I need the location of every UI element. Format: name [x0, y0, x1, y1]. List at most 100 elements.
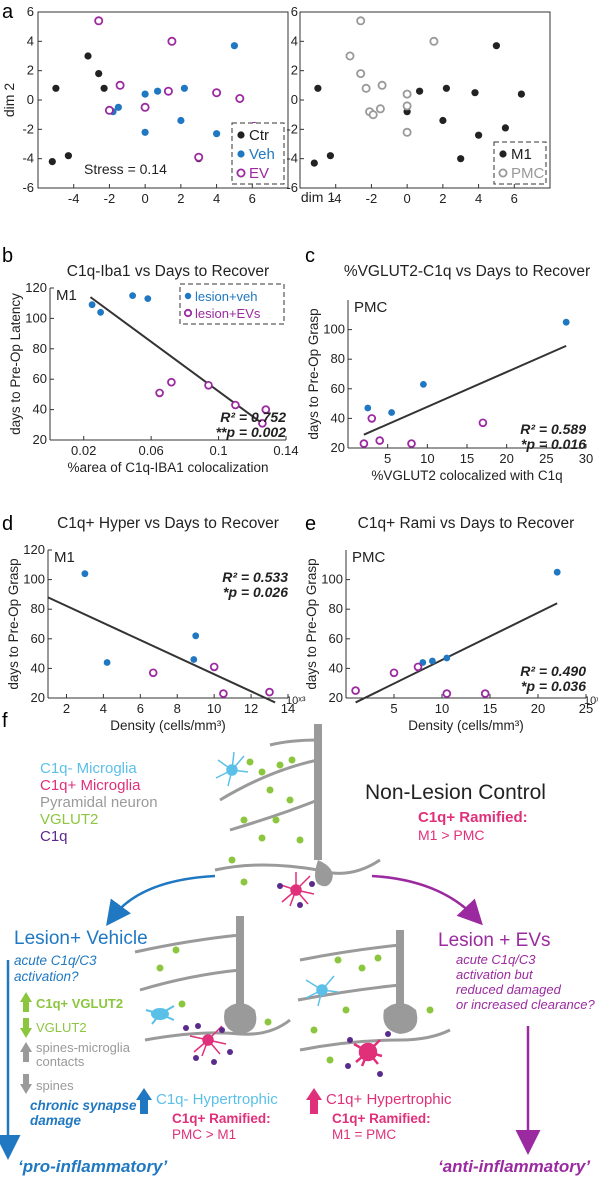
- legend-label: lesion+EVs: [195, 306, 261, 321]
- stat-text: R² = 0.589: [520, 421, 586, 437]
- ev-question-4: or increased clearance?: [456, 997, 596, 1012]
- x-axis-label: %VGLUT2 colocalized with C1q: [371, 468, 562, 483]
- y-axis-label: days to Pre-Op Grasp: [304, 558, 319, 689]
- y-tick-label: 40: [31, 660, 45, 675]
- legend-label: PMC: [511, 165, 545, 182]
- data-point-pmc: [429, 36, 439, 46]
- data-point-ev: [140, 102, 150, 112]
- y-tick-label: 0: [291, 92, 298, 107]
- vehicle-title: Lesion+ Vehicle: [14, 928, 148, 949]
- panel-letter-e: e: [305, 513, 316, 535]
- ev-title: Lesion + EVs: [438, 930, 551, 951]
- data-point-lesion-veh: [192, 632, 200, 640]
- y-tick-label: 6: [27, 4, 34, 19]
- region-label: M1: [56, 287, 77, 304]
- x-axis-label: Density (cells/mm³): [408, 718, 524, 733]
- stat-text: R² = 0.490: [520, 663, 586, 679]
- y-tick-label: 60: [31, 631, 45, 646]
- panel-letter-b: b: [2, 245, 13, 267]
- y-tick-label: 20: [33, 432, 47, 447]
- ev-question-1: acute C1q/C3: [456, 952, 536, 967]
- ev-outcome: ‘anti-inflammatory’: [438, 1157, 590, 1176]
- y-tick-label: 2: [27, 63, 34, 78]
- legend-box: [179, 283, 285, 325]
- up-arrow-green-icon: [20, 992, 32, 1012]
- data-point-ev: [235, 94, 245, 104]
- legend-c1q: C1q: [40, 828, 68, 845]
- legend-marker: [499, 150, 507, 158]
- data-point-lesion-veh: [562, 318, 570, 326]
- data-point-veh: [213, 130, 221, 138]
- x-tick-label: 6: [249, 191, 256, 206]
- y-tick-label: 2: [291, 63, 298, 78]
- panel-letter-a: a: [2, 1, 14, 23]
- stat-text: R² = 0.533: [222, 569, 288, 585]
- y-tick-label: 100: [25, 310, 47, 325]
- y-tick-label: 20: [31, 690, 45, 705]
- data-point-ctr: [48, 158, 56, 166]
- panel-letter-f: f: [2, 710, 8, 732]
- data-point-lesion-evs: [478, 418, 488, 428]
- data-point-lesion-veh: [190, 656, 198, 663]
- data-point-lesion-veh: [81, 570, 89, 578]
- data-point-ev: [212, 88, 222, 98]
- legend-marker: [184, 292, 192, 300]
- y-tick-label: 80: [33, 341, 47, 356]
- y-tick-label: -4: [286, 151, 298, 166]
- data-point-lesion-evs: [219, 689, 228, 698]
- y-tick-label: 100: [323, 322, 345, 337]
- x-tick-label: 2: [63, 701, 70, 716]
- vehicle-down-vglut2: VGLUT2: [36, 1020, 87, 1035]
- y-axis-label: days to Pre-Op Latency: [8, 293, 23, 435]
- stat-text: *p = 0.036: [521, 678, 586, 694]
- x-tick-label: -4: [68, 191, 80, 206]
- data-point-pmc: [345, 51, 355, 61]
- data-point-lesion-evs: [442, 689, 452, 698]
- data-point-lesion-evs: [389, 668, 399, 678]
- data-point-m1: [310, 159, 318, 167]
- data-point-m1: [517, 90, 526, 98]
- x-axis-label: Density (cells/mm³): [110, 718, 226, 733]
- data-point-ev: [163, 86, 173, 96]
- chart-b: C1q-Iba1 vs Days to Recover 0.02 0.06 0.1 0.…: [8, 263, 299, 475]
- y-tick-label: 100: [321, 572, 343, 587]
- data-point-lesion-evs: [265, 687, 274, 697]
- x-tick-label: 6: [137, 701, 144, 716]
- vehicle-outcome: ‘pro-inflammatory’: [18, 1157, 168, 1176]
- data-point-m1: [442, 84, 450, 92]
- legend-label: M1: [511, 146, 532, 163]
- data-point-ev: [94, 16, 104, 26]
- data-point-lesion-veh: [429, 657, 436, 665]
- x-tick-label: -2: [104, 191, 116, 206]
- y-tick-label: -2: [22, 121, 34, 136]
- vehicle-question-1: acute C1q/C3: [14, 953, 97, 968]
- x-tick-label: 0.06: [138, 443, 163, 458]
- data-point-lesion-veh: [388, 409, 395, 416]
- legend-pyramidal-neuron: Pyramidal neuron: [40, 794, 158, 811]
- vehicle-contacts-1: spines-microglia: [36, 1040, 131, 1055]
- data-point-lesion-veh: [443, 654, 451, 662]
- down-arrow-gray-icon: [20, 1074, 32, 1094]
- x-tick-label: 4: [100, 701, 107, 716]
- data-point-m1: [314, 84, 322, 92]
- data-point-pmc: [356, 16, 366, 26]
- data-point-lesion-veh: [420, 381, 427, 388]
- x-tick-label: 5: [390, 701, 397, 716]
- data-point-lesion-evs: [167, 377, 176, 387]
- legend-marker: [236, 168, 246, 178]
- arrow-to-vehicle: [106, 874, 216, 927]
- legend-label: lesion+veh: [195, 289, 258, 304]
- ev-question-3: reduced damaged: [456, 982, 562, 997]
- vehicle-up-c1q-vglut2: C1q+ VGLUT2: [36, 996, 123, 1011]
- x-tick-label: 10: [435, 701, 449, 716]
- y-tick-label: 60: [329, 631, 343, 646]
- data-point-pmc: [356, 69, 366, 79]
- data-point-lesion-evs: [407, 439, 416, 448]
- data-point-pmc: [361, 83, 371, 93]
- data-point-pmc: [377, 80, 387, 90]
- data-point-veh: [141, 90, 149, 98]
- legend-c1q-neg-microglia: C1q- Microglia: [40, 760, 137, 777]
- data-point-lesion-veh: [103, 659, 111, 666]
- data-point-lesion-evs: [367, 414, 377, 423]
